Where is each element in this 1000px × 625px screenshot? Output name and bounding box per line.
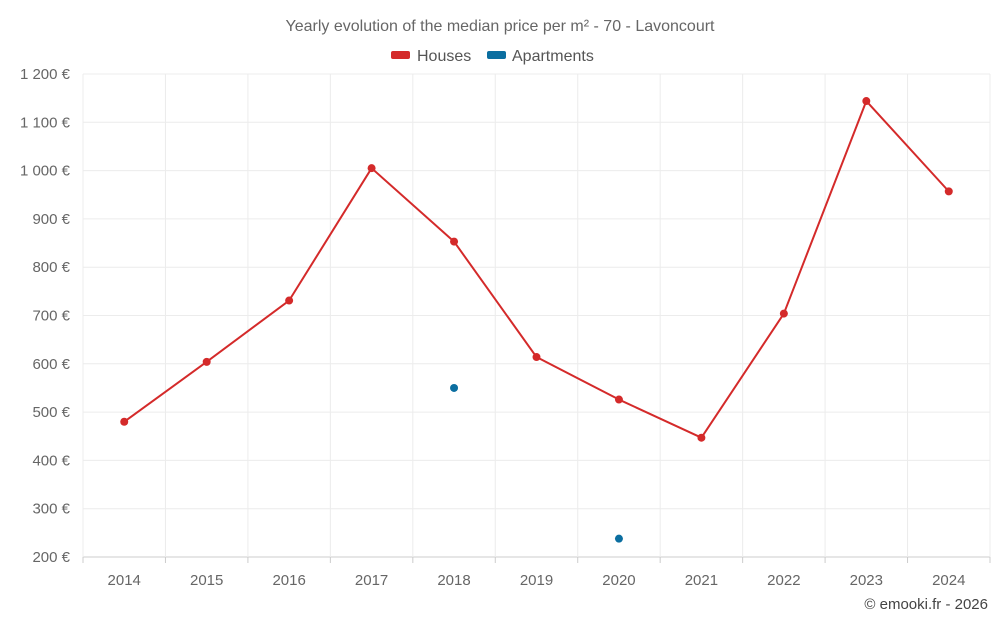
x-tick-label: 2023 bbox=[850, 572, 883, 589]
data-point-houses[interactable] bbox=[450, 237, 459, 246]
y-tick-label: 200 € bbox=[32, 549, 70, 566]
y-tick-label: 400 € bbox=[32, 452, 70, 469]
data-point-apartments[interactable] bbox=[614, 534, 623, 543]
x-tick-label: 2022 bbox=[767, 572, 800, 589]
data-point-houses[interactable] bbox=[944, 187, 953, 196]
y-gridlines bbox=[83, 73, 990, 558]
y-tick-label: 300 € bbox=[32, 501, 70, 518]
x-gridlines bbox=[82, 74, 991, 563]
data-point-houses[interactable] bbox=[202, 357, 211, 366]
y-tick-label: 900 € bbox=[32, 211, 70, 228]
x-tick-label: 2014 bbox=[108, 572, 141, 589]
data-point-houses[interactable] bbox=[532, 353, 541, 362]
x-axis-ticks: 2014 2015 2016 2017 2018 2019 2020 2021 2022 2023… bbox=[108, 572, 966, 589]
x-tick-label: 2015 bbox=[190, 572, 223, 589]
legend[interactable]: Houses Apartments bbox=[391, 48, 594, 65]
legend-label-apartments[interactable]: Apartments bbox=[512, 48, 594, 65]
data-point-houses[interactable] bbox=[285, 296, 294, 305]
y-tick-label: 1 000 € bbox=[20, 163, 71, 180]
y-tick-label: 500 € bbox=[32, 404, 70, 421]
x-tick-label: 2019 bbox=[520, 572, 553, 589]
y-tick-label: 600 € bbox=[32, 356, 70, 373]
credit-text: © emooki.fr - 2026 bbox=[864, 596, 988, 613]
data-point-apartments[interactable] bbox=[450, 383, 459, 392]
y-tick-label: 700 € bbox=[32, 308, 70, 325]
data-point-houses[interactable] bbox=[120, 417, 129, 426]
chart-title: Yearly evolution of the median price per… bbox=[286, 18, 716, 35]
x-tick-label: 2021 bbox=[685, 572, 718, 589]
y-tick-label: 1 100 € bbox=[20, 114, 71, 131]
x-tick-label: 2024 bbox=[932, 572, 965, 589]
data-point-houses[interactable] bbox=[862, 97, 871, 106]
y-tick-label: 800 € bbox=[32, 259, 70, 276]
x-tick-label: 2020 bbox=[602, 572, 635, 589]
data-point-houses[interactable] bbox=[367, 164, 376, 173]
data-point-houses[interactable] bbox=[614, 395, 623, 404]
data-point-houses[interactable] bbox=[697, 433, 706, 442]
legend-swatch-houses[interactable] bbox=[391, 51, 410, 59]
legend-swatch-apartments[interactable] bbox=[487, 51, 506, 59]
data-point-houses[interactable] bbox=[779, 309, 788, 318]
legend-label-houses[interactable]: Houses bbox=[417, 48, 471, 65]
x-tick-label: 2017 bbox=[355, 572, 388, 589]
x-tick-label: 2018 bbox=[437, 572, 470, 589]
x-tick-label: 2016 bbox=[272, 572, 305, 589]
series-layer bbox=[120, 97, 953, 543]
y-axis-ticks: 200 € 300 € 400 € 500 € 600 € 700 € 800 € 900 €… bbox=[20, 66, 71, 566]
y-tick-label: 1 200 € bbox=[20, 66, 71, 83]
